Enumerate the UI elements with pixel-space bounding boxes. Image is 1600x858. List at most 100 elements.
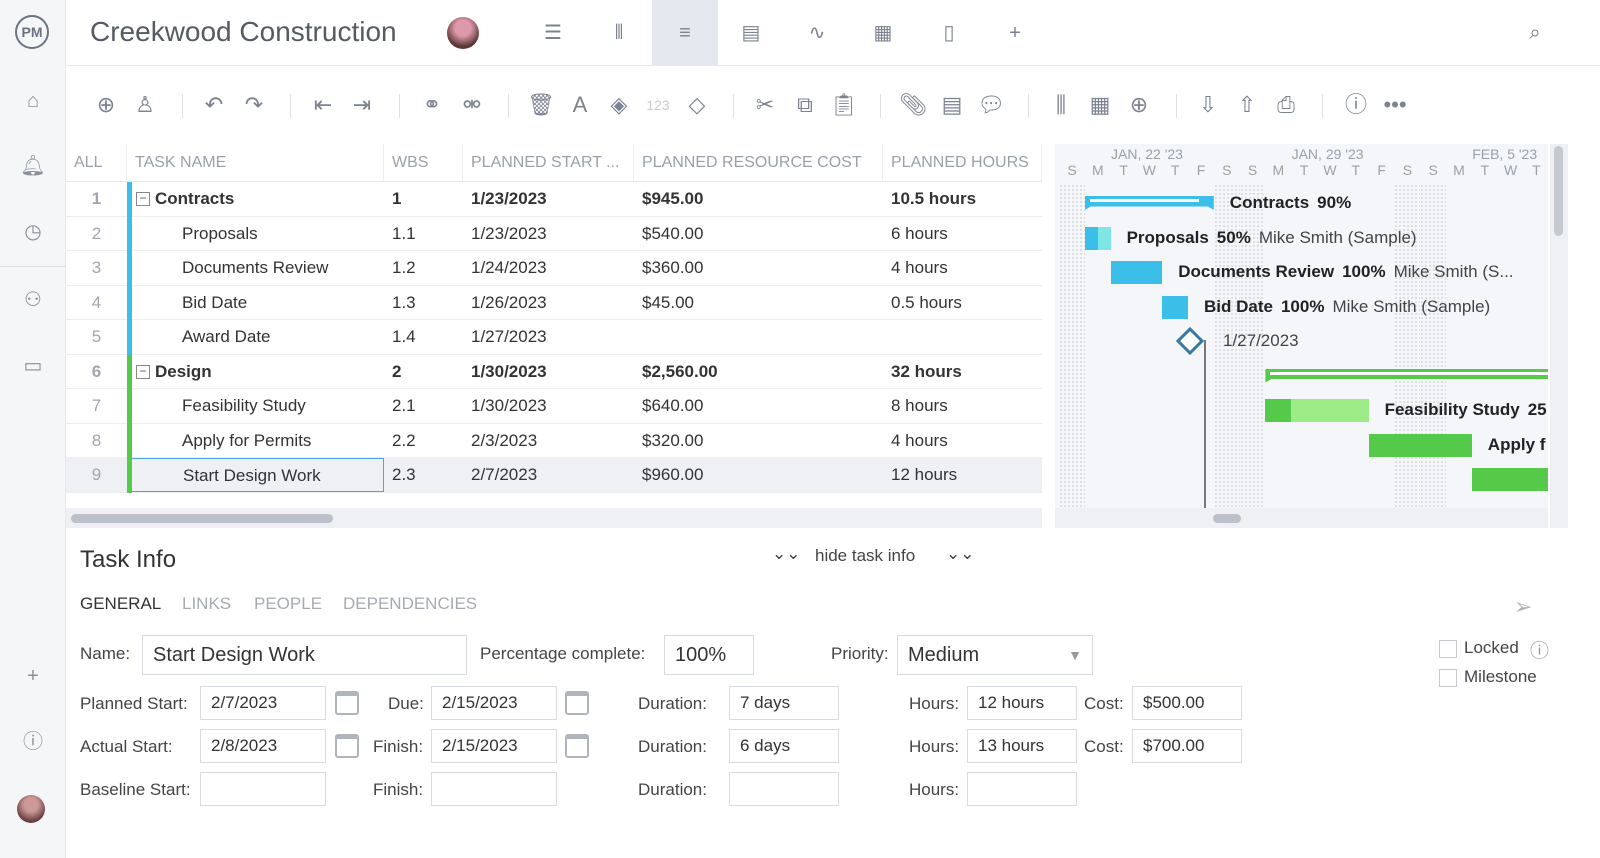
- cell-n[interactable]: 8: [91, 430, 102, 450]
- cell-wbs[interactable]: 1: [392, 189, 402, 208]
- zoom-icon[interactable]: ⊕: [1129, 92, 1149, 117]
- cell-wbs[interactable]: 1.3: [392, 292, 416, 312]
- table-row[interactable]: 2 Proposals 1.1 1/23/2023 $540.00 6 hours: [66, 216, 1042, 252]
- redo-icon[interactable]: ↷: [244, 92, 264, 117]
- hide-task-info-button[interactable]: hide task info: [815, 546, 916, 565]
- planned-start-input[interactable]: 2/7/2023: [200, 686, 326, 720]
- cell-start[interactable]: 2/7/2023: [471, 465, 538, 484]
- header-planned-cost[interactable]: PLANNED RESOURCE COST: [634, 144, 883, 182]
- grid-scrollbar[interactable]: [66, 508, 1042, 528]
- baseline-start-input[interactable]: [200, 772, 326, 806]
- header-planned-start[interactable]: PLANNED START ...: [463, 144, 634, 182]
- plus-icon[interactable]: +: [27, 665, 39, 687]
- help-icon[interactable]: ⓘ: [23, 731, 43, 753]
- outdent-icon[interactable]: ⇤: [313, 92, 333, 117]
- numbering-icon[interactable]: 123: [646, 97, 670, 113]
- baseline-hours-input[interactable]: [967, 772, 1077, 806]
- cell-start[interactable]: 1/27/2023: [471, 327, 547, 346]
- notifications-icon[interactable]: 🔔︎: [20, 155, 46, 177]
- cell-start[interactable]: 1/23/2023: [471, 223, 547, 243]
- project-avatar[interactable]: [447, 17, 479, 49]
- cell-cost[interactable]: $320.00: [642, 430, 704, 450]
- cell-n[interactable]: 1: [91, 189, 102, 208]
- cell-name[interactable]: Contracts: [155, 189, 235, 208]
- cell-name[interactable]: Bid Date: [182, 292, 248, 312]
- calendar-icon[interactable]: [335, 691, 359, 715]
- board-view-icon[interactable]: ⦀: [614, 22, 624, 44]
- search-icon[interactable]: ⌕: [1529, 22, 1541, 44]
- cell-hours[interactable]: 8 hours: [891, 396, 948, 415]
- priority-select[interactable]: Medium ▼: [897, 635, 1093, 675]
- pm-logo[interactable]: PM: [15, 15, 49, 49]
- actual-cost-input[interactable]: $700.00: [1132, 729, 1242, 763]
- info-icon[interactable]: ⓘ: [1530, 641, 1550, 662]
- cell-n[interactable]: 6: [91, 361, 102, 381]
- cell-hours[interactable]: 10.5 hours: [891, 189, 977, 208]
- baseline-duration-input[interactable]: [729, 772, 839, 806]
- cell-start[interactable]: 1/24/2023: [471, 258, 547, 277]
- cell-cost[interactable]: $45.00: [642, 292, 694, 312]
- delete-icon[interactable]: 🗑︎: [527, 92, 555, 117]
- font-color-icon[interactable]: A: [572, 92, 588, 117]
- indent-icon[interactable]: ⇥: [352, 92, 372, 117]
- info-icon[interactable]: ⓘ: [1344, 92, 1367, 117]
- cell-n[interactable]: 7: [91, 396, 102, 415]
- chevron-down-icon[interactable]: ⌄⌄: [772, 544, 801, 563]
- fill-color-icon[interactable]: ◈: [610, 92, 628, 117]
- cell-cost[interactable]: [634, 320, 883, 354]
- table-row[interactable]: 7 Feasibility Study 2.1 1/30/2023 $640.00 8 h…: [66, 389, 1042, 424]
- cell-start[interactable]: 1/30/2023: [471, 361, 547, 381]
- export-icon[interactable]: ⇧: [1237, 92, 1257, 117]
- cell-wbs[interactable]: 2: [392, 361, 402, 381]
- cell-wbs[interactable]: 2.2: [392, 430, 416, 450]
- planned-hours-input[interactable]: 12 hours: [967, 686, 1077, 720]
- cell-cost[interactable]: $2,560.00: [642, 361, 718, 381]
- header-all[interactable]: ALL: [66, 144, 127, 182]
- cell-cost[interactable]: $945.00: [642, 189, 704, 208]
- table-row[interactable]: 9 Start Design Work 2.3 2/7/2023 $960.00 12 h…: [66, 458, 1042, 493]
- notes-icon[interactable]: ▤: [941, 92, 963, 117]
- cell-wbs[interactable]: 1.4: [392, 327, 416, 346]
- cell-start[interactable]: 1/26/2023: [471, 292, 547, 312]
- collapse-toggle-icon[interactable]: −: [136, 364, 150, 379]
- gantt-scrollbar[interactable]: [1055, 508, 1548, 528]
- due-input[interactable]: 2/15/2023: [431, 686, 557, 720]
- assign-user-icon[interactable]: ♙: [135, 92, 155, 117]
- comment-icon[interactable]: 💬︎: [977, 92, 1005, 117]
- header-task-name[interactable]: TASK NAME: [127, 144, 384, 182]
- cell-wbs[interactable]: 2.3: [392, 465, 416, 484]
- tab-dependencies[interactable]: DEPENDENCIES: [343, 594, 478, 613]
- tab-links[interactable]: LINKS: [182, 594, 232, 613]
- cut-icon[interactable]: ✂: [755, 92, 775, 117]
- cell-n[interactable]: 3: [91, 258, 102, 277]
- table-row[interactable]: 6 Design 2 1/30/2023 $2,560.00 32 hours −: [66, 354, 1042, 390]
- undo-icon[interactable]: ↶: [204, 92, 224, 117]
- planned-duration-input[interactable]: 7 days: [729, 686, 839, 720]
- actual-hours-input[interactable]: 13 hours: [967, 729, 1077, 763]
- cell-n[interactable]: 9: [91, 465, 102, 484]
- print-icon[interactable]: ⎙: [1277, 92, 1295, 117]
- cell-cost[interactable]: $540.00: [642, 223, 704, 243]
- paste-icon[interactable]: 📋︎: [830, 92, 858, 117]
- add-task-icon[interactable]: ⊕: [96, 92, 116, 117]
- gantt-view-icon[interactable]: ≡: [652, 0, 718, 66]
- sheet-view-icon[interactable]: ▤: [741, 22, 761, 44]
- baseline-finish-input[interactable]: [431, 772, 557, 806]
- locked-checkbox[interactable]: [1439, 640, 1457, 658]
- files-view-icon[interactable]: ▯: [943, 22, 955, 44]
- people-icon[interactable]: ⚇: [24, 289, 42, 311]
- unlink-icon[interactable]: ⚮: [462, 92, 482, 117]
- briefcase-icon[interactable]: ▭: [23, 355, 43, 377]
- actual-finish-input[interactable]: 2/15/2023: [431, 729, 557, 763]
- cell-name[interactable]: Apply for Permits: [182, 430, 312, 450]
- cell-name[interactable]: Proposals: [182, 223, 258, 243]
- cell-wbs[interactable]: 2.1: [392, 396, 416, 415]
- gantt-vertical-scrollbar[interactable]: [1550, 144, 1568, 528]
- grid-icon[interactable]: ▦: [1089, 92, 1111, 117]
- calendar-view-icon[interactable]: ▦: [873, 22, 893, 44]
- milestone-checkbox[interactable]: [1439, 669, 1457, 687]
- collapse-toggle-icon[interactable]: −: [136, 192, 150, 206]
- columns-icon[interactable]: ⫼: [1055, 92, 1067, 117]
- more-icon[interactable]: •••: [1383, 92, 1407, 117]
- cell-name[interactable]: Feasibility Study: [182, 396, 306, 415]
